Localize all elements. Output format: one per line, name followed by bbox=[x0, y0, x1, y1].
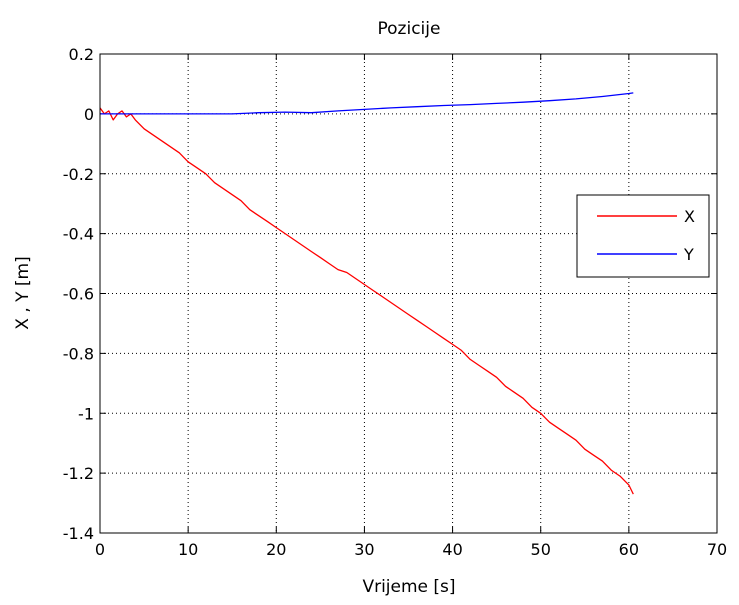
y-tick-label: -1.4 bbox=[63, 524, 94, 543]
y-tick-label: -0.4 bbox=[63, 225, 94, 244]
x-tick-label: 0 bbox=[95, 540, 105, 559]
x-tick-label: 20 bbox=[266, 540, 286, 559]
y-axis-label: X , Y [m] bbox=[13, 256, 33, 329]
series-line-x bbox=[99, 107, 634, 495]
grid bbox=[100, 54, 717, 533]
y-tick-label: -0.6 bbox=[63, 285, 94, 304]
series-line-y bbox=[100, 92, 634, 115]
y-tick-label: 0.2 bbox=[69, 45, 94, 64]
legend-label-y: Y bbox=[683, 245, 694, 264]
y-tick-label: 0 bbox=[84, 105, 94, 124]
legend: XY bbox=[576, 194, 710, 278]
x-tick-label: 30 bbox=[354, 540, 374, 559]
x-tick-label: 60 bbox=[619, 540, 639, 559]
y-tick-label: -1.2 bbox=[63, 464, 94, 483]
x-tick-label: 10 bbox=[178, 540, 198, 559]
legend-box bbox=[576, 194, 710, 278]
x-tick-label: 40 bbox=[442, 540, 462, 559]
y-tick-label: -0.2 bbox=[63, 165, 94, 184]
y-tick-label: -1 bbox=[78, 404, 94, 423]
plot-area-frame bbox=[99, 53, 718, 534]
x-tick-label: 70 bbox=[707, 540, 727, 559]
x-axis-label: Vrijeme [s] bbox=[362, 577, 455, 597]
y-tick-label: -0.8 bbox=[63, 344, 94, 363]
ticks: 0 10 20 30 40 50 60 70 0.2 0 -0.2 -0.4 -0.6 -0.8 -1 -1.… bbox=[63, 45, 727, 559]
chart-title: Pozicije bbox=[378, 19, 441, 39]
series-group bbox=[99, 92, 634, 495]
x-tick-label: 50 bbox=[531, 540, 551, 559]
legend-label-x: X bbox=[684, 207, 695, 226]
